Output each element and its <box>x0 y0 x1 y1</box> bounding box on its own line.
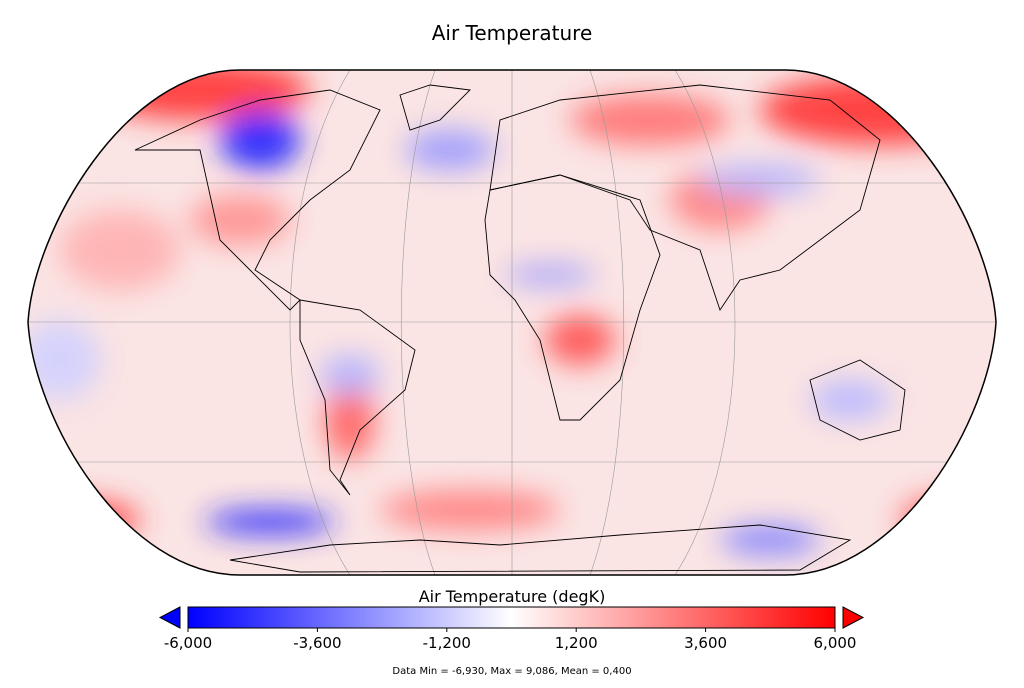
colorbar-tick-label: 1,200 <box>555 634 598 652</box>
colorbar-tick-label: -3,600 <box>293 634 341 652</box>
colorbar-extend-high <box>842 606 865 629</box>
colorbar-tick-label: -6,000 <box>164 634 212 652</box>
map-title: Air Temperature <box>432 21 593 45</box>
colorbar-extend-low <box>158 606 181 629</box>
colorbar-label: Air Temperature (degK) <box>419 587 606 606</box>
colorbar-tick-label: 6,000 <box>814 634 857 652</box>
colorbar-tick-label: -1,200 <box>423 634 471 652</box>
stats-footer: Data Min = -6,930, Max = 9,086, Mean = 0… <box>392 666 631 677</box>
colorbar-gradient <box>187 606 836 629</box>
colorbar-tick-label: 3,600 <box>684 634 727 652</box>
map-outline <box>27 69 997 576</box>
colorbar: -6,000 -3,600 -1,200 1,200 3,600 6,000 <box>158 606 865 652</box>
map-field <box>28 70 996 575</box>
